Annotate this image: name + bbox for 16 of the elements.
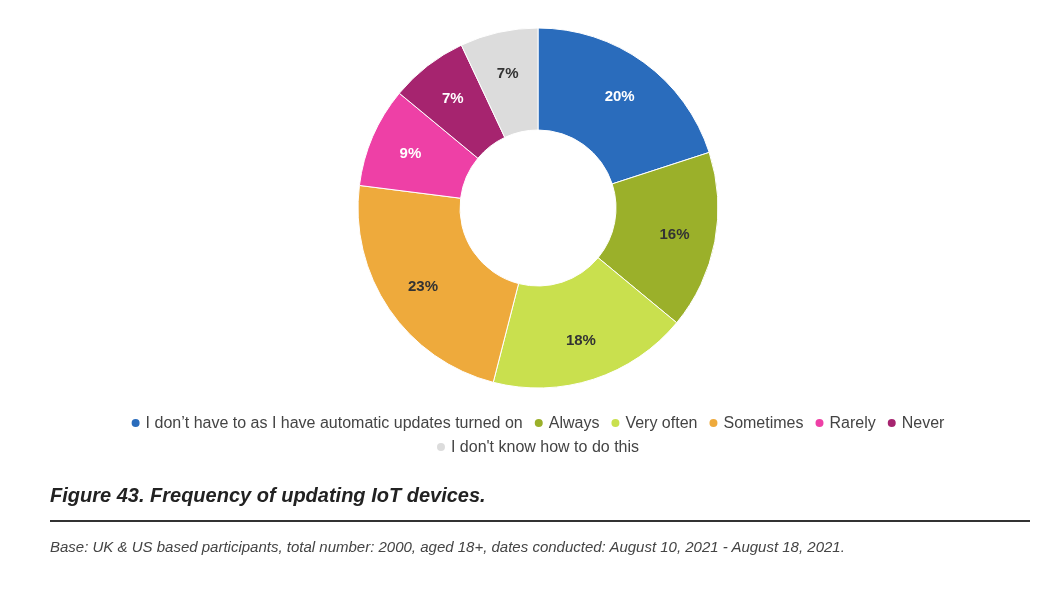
data-label: 18% (565, 331, 596, 349)
legend-label: Never (901, 414, 946, 431)
data-label: 23% (408, 277, 439, 295)
data-label: 7% (496, 63, 519, 81)
legend-label: Always (548, 414, 600, 431)
text: Base: UK & US based participants, total number: 2000, aged 18+, dates conducted: August 10, 2021 - August 18, 2021. (50, 538, 845, 555)
data-label: 9% (399, 144, 422, 162)
legend-label: I don’t have to as I have automatic updates turned on (145, 414, 523, 431)
legend-label: I don't know how to do this (450, 438, 640, 455)
text: Figure 43. Frequency of updating IoT devices. (50, 484, 486, 506)
data-label: 16% (659, 225, 690, 243)
legend-label: Rarely (829, 414, 876, 431)
data-label: 7% (441, 89, 464, 107)
legend-label: Sometimes (723, 414, 804, 431)
legend-label: Very often (625, 414, 698, 431)
data-label: 20% (604, 86, 635, 104)
